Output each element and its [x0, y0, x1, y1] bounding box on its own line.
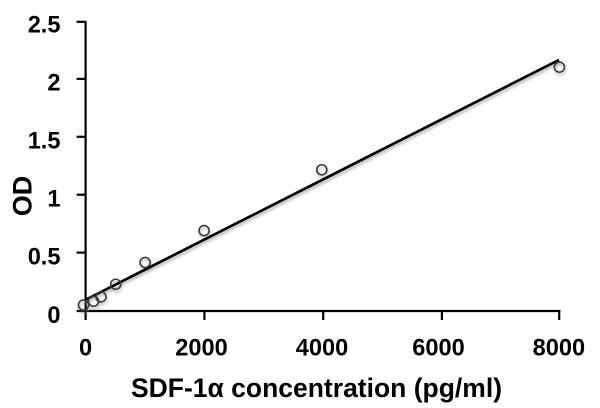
svg-text:2: 2: [47, 71, 60, 97]
svg-text:6000: 6000: [412, 335, 465, 361]
svg-text:OD: OD: [8, 176, 38, 217]
svg-text:SDF-1α concentration (pg/ml): SDF-1α concentration (pg/ml): [131, 373, 502, 403]
svg-text:8000: 8000: [533, 335, 586, 361]
svg-text:1.5: 1.5: [28, 128, 61, 154]
svg-text:2000: 2000: [175, 335, 228, 361]
svg-text:0.5: 0.5: [28, 244, 61, 270]
svg-text:0: 0: [47, 303, 60, 329]
svg-text:1: 1: [47, 186, 60, 212]
svg-text:4000: 4000: [296, 335, 349, 361]
svg-text:2.5: 2.5: [28, 13, 61, 39]
svg-text:0: 0: [79, 335, 92, 361]
